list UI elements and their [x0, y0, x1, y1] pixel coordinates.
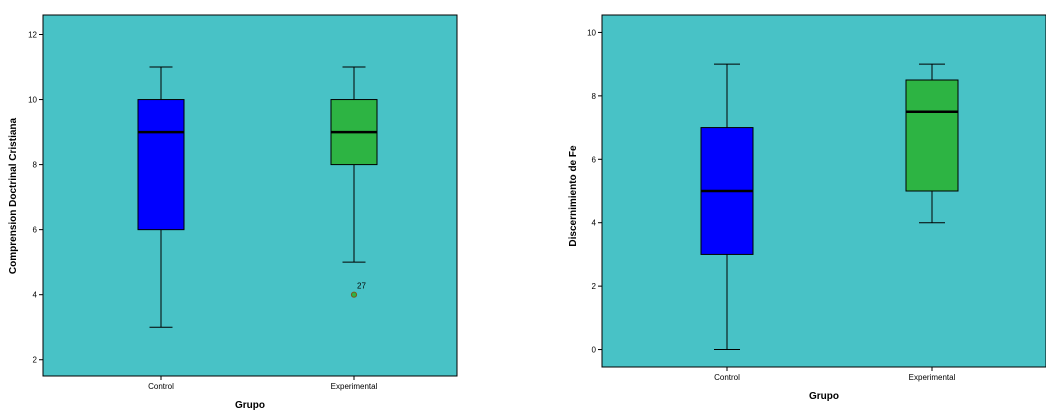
x-tick-label: Control	[714, 373, 740, 382]
y-tick-label: 8	[592, 92, 597, 101]
y-tick-label: 6	[33, 226, 38, 235]
plot-area	[602, 15, 1046, 367]
chart-panel-1: 2 4 6 8 10 12 Control Experimental 27 Grupo Compre…	[8, 15, 457, 411]
outlier-point	[351, 292, 356, 297]
x-axis-title: Grupo	[809, 391, 839, 402]
outlier-label: 27	[357, 282, 366, 291]
y-tick-label: 10	[28, 96, 37, 105]
y-tick-label: 2	[592, 282, 597, 291]
y-tick-label: 4	[592, 219, 597, 228]
y-tick-label: 12	[28, 31, 37, 40]
x-tick-label: Experimental	[331, 382, 378, 391]
iqr-box	[906, 80, 958, 191]
y-tick-label: 2	[33, 356, 38, 365]
y-tick-label: 4	[33, 291, 38, 300]
iqr-box	[138, 100, 184, 230]
x-tick-label: Control	[148, 382, 174, 391]
y-tick-label: 0	[592, 346, 597, 355]
chart-panel-2: 0 2 4 6 8 10 Control Experimental Grupo Discernim…	[568, 15, 1046, 402]
y-tick-label: 10	[587, 28, 596, 37]
y-tick-label: 8	[33, 161, 38, 170]
y-tick-label: 6	[592, 155, 597, 164]
plot-area	[43, 15, 457, 376]
y-axis-title: Discernimiento de Fe	[568, 145, 579, 247]
x-tick-label: Experimental	[909, 373, 956, 382]
y-axis-title: Comprension Doctrinal Cristiana	[8, 117, 19, 274]
x-axis-title: Grupo	[235, 400, 265, 411]
